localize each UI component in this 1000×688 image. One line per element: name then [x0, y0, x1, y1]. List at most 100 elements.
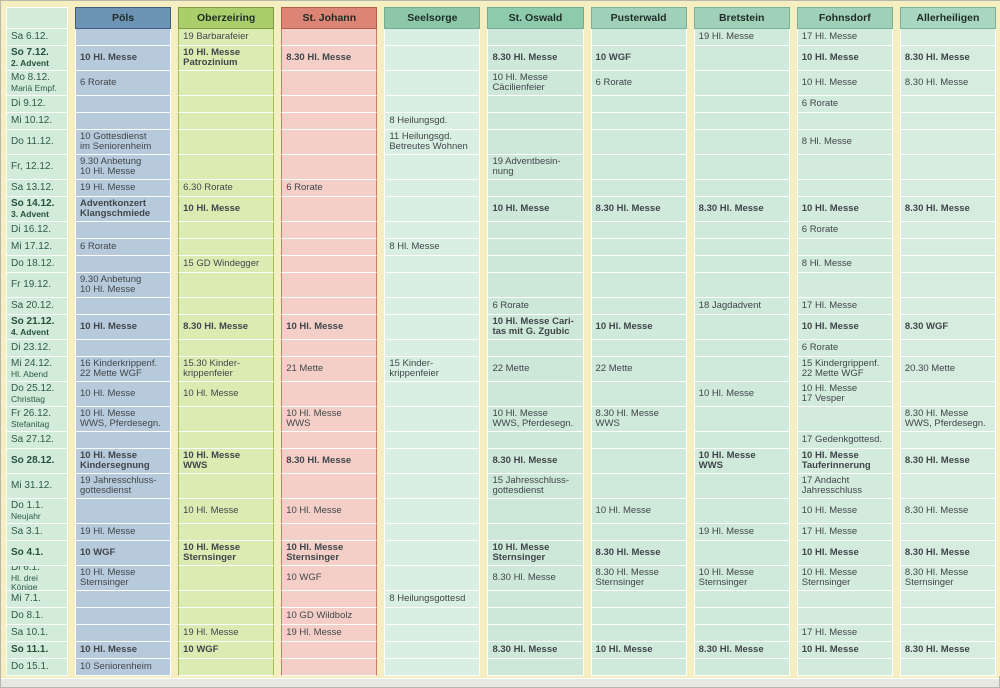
event-cell — [899, 130, 996, 155]
event-cell — [693, 239, 790, 256]
event-cell — [281, 113, 378, 130]
event-cell — [75, 608, 172, 625]
event-cell — [693, 591, 790, 608]
event-cell — [899, 625, 996, 642]
event-cell: 8.30 Hl. Messe — [899, 541, 996, 566]
page-bottom-edge — [1, 678, 999, 687]
date-label: Do 11.12. — [11, 135, 54, 147]
date-cell: Sa 3.1. — [6, 524, 68, 541]
event-cell — [590, 113, 687, 130]
event-cell — [281, 298, 378, 315]
event-cell: 10 Hl. Messe — [796, 499, 893, 524]
event-cell: 8.30 Hl. Messe — [899, 197, 996, 222]
event-cell — [281, 591, 378, 608]
date-sublabel: 2. Advent — [11, 57, 49, 68]
event-cell — [384, 180, 481, 197]
event-cell — [693, 432, 790, 449]
date-label: Do 15.1. — [11, 660, 49, 672]
date-cell: Do 8.1. — [6, 608, 68, 625]
event-cell: 10 Hl. Messe Patrozinium — [178, 46, 275, 71]
event-cell — [384, 315, 481, 340]
event-cell — [384, 256, 481, 273]
event-cell — [590, 273, 687, 298]
column-header-st-johann: St. Johann — [281, 7, 378, 29]
event-cell: 10 Hl. Messe WWS — [693, 449, 790, 474]
event-cell: 6 Rorate — [75, 239, 172, 256]
column-header-pols: Pöls — [75, 7, 172, 29]
event-cell — [796, 155, 893, 180]
event-cell: 17 Andacht Jahresschluss — [796, 474, 893, 499]
event-cell: 10 Hl. Messe — [178, 499, 275, 524]
date-label: Di 16.12. — [11, 223, 52, 235]
event-cell — [693, 71, 790, 96]
event-cell: 8.30 Hl. Messe — [899, 71, 996, 96]
date-label: Do 1.1. — [11, 500, 44, 511]
event-cell — [693, 155, 790, 180]
event-cell — [178, 239, 275, 256]
event-cell — [281, 239, 378, 256]
event-cell: 10 Hl. Messe — [75, 46, 172, 71]
event-cell: 19 Hl. Messe — [281, 625, 378, 642]
column-header-bretstein: Bretstein — [693, 7, 790, 29]
column-header-oberzeiring: Oberzeiring — [178, 7, 275, 29]
event-cell: 8.30 Hl. Messe — [178, 315, 275, 340]
event-cell — [178, 566, 275, 591]
event-cell — [178, 432, 275, 449]
event-cell — [75, 298, 172, 315]
event-cell — [590, 608, 687, 625]
event-cell — [590, 298, 687, 315]
event-cell — [796, 591, 893, 608]
event-cell: Adventkonzert Klangschmiede — [75, 197, 172, 222]
date-cell: Mi 17.12. — [6, 239, 68, 256]
event-cell: 10 Hl. Messe — [590, 315, 687, 340]
event-cell: 17 Gedenkgottesd. — [796, 432, 893, 449]
date-cell: Do 18.12. — [6, 256, 68, 273]
date-cell: Di 6.1. Hl. drei Könige — [6, 566, 68, 591]
date-label: Do 18.12. — [11, 257, 55, 269]
event-cell: 8 Heilungsgd. — [384, 113, 481, 130]
event-cell — [693, 130, 790, 155]
event-cell — [75, 499, 172, 524]
event-cell — [899, 222, 996, 239]
event-cell — [693, 625, 790, 642]
event-cell — [899, 298, 996, 315]
event-cell — [693, 474, 790, 499]
event-cell — [693, 315, 790, 340]
event-cell — [178, 659, 275, 676]
date-label: So 21.12. — [11, 316, 55, 327]
date-cell: Sa 20.12. — [6, 298, 68, 315]
event-cell: 8.30 Hl. Messe — [281, 46, 378, 71]
event-cell — [384, 96, 481, 113]
event-cell — [281, 96, 378, 113]
event-cell — [281, 71, 378, 96]
event-cell — [899, 591, 996, 608]
event-cell — [487, 130, 584, 155]
event-cell — [693, 256, 790, 273]
date-sublabel: Hl. drei Könige — [11, 572, 38, 591]
event-cell: 6 Rorate — [281, 180, 378, 197]
date-cell: Mi 7.1. — [6, 591, 68, 608]
event-cell — [384, 407, 481, 432]
date-cell: Fr 26.12. Stefanitag — [6, 407, 68, 432]
date-cell: Mi 24.12. Hl. Abend — [6, 357, 68, 382]
event-cell: 10 Hl. Messe WWS — [178, 449, 275, 474]
date-label: Sa 3.1. — [11, 525, 43, 537]
event-cell: 10 Hl. Messe Cari- tas mit G. Zgubic — [487, 315, 584, 340]
date-cell: Di 16.12. — [6, 222, 68, 239]
event-cell: 10 GD Wildbolz — [281, 608, 378, 625]
column-header-date — [6, 7, 68, 29]
event-cell — [384, 625, 481, 642]
event-cell: 9.30 Anbetung 10 Hl. Messe — [75, 155, 172, 180]
date-cell: So 7.12. 2. Advent — [6, 46, 68, 71]
event-cell: 10 Hl. Messe — [796, 541, 893, 566]
event-cell — [796, 113, 893, 130]
column-header-st-oswald: St. Oswald — [487, 7, 584, 29]
event-cell — [590, 524, 687, 541]
event-cell — [384, 432, 481, 449]
event-cell — [281, 382, 378, 407]
event-cell: 8 Hl. Messe — [796, 130, 893, 155]
event-cell: 10 Hl. Messe Sternsinger — [178, 541, 275, 566]
event-cell — [899, 524, 996, 541]
date-sublabel: Stefanitag — [11, 418, 50, 429]
event-cell — [75, 432, 172, 449]
